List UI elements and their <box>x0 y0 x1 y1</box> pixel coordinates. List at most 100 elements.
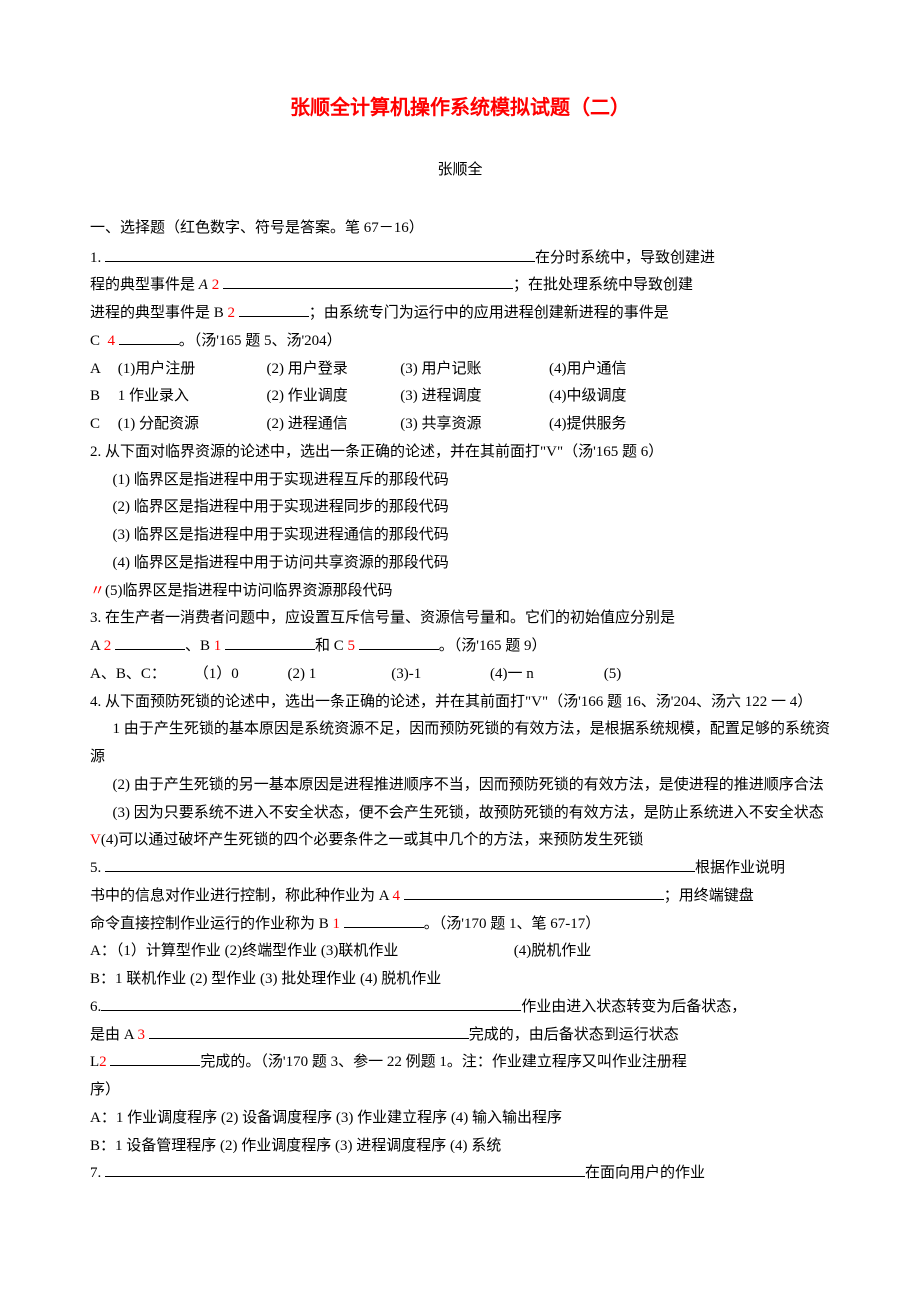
q4-opt4: (4)可以通过破坏产生死锁的四个必要条件之一或其中几个的方法，来预防发生死锁 <box>101 832 644 848</box>
q3-opt-label: A、B、C： <box>90 661 190 689</box>
q6-text3: 完成的，由后备状态到运行状态 <box>469 1027 679 1043</box>
q1-line2: 程的典型事件是 A 2 ；在批处理系统中导致创建 <box>90 272 830 300</box>
document-author: 张顺全 <box>90 157 830 185</box>
document-title: 张顺全计算机操作系统模拟试题（二） <box>90 90 830 127</box>
q2-answer-mark: 〃 <box>90 583 105 599</box>
q1-text7: 。（汤'165 题 5、汤'204） <box>179 333 342 349</box>
q2-opt3: (3) 临界区是指进程中用于实现进程通信的那段代码 <box>90 522 830 550</box>
q1-options-c: C (1) 分配资源 (2) 进程通信 (3) 共享资源 (4)提供服务 <box>90 411 830 439</box>
q2-opt4: (4) 临界区是指进程中用于访问共享资源的那段代码 <box>90 550 830 578</box>
q2-opt5-line: 〃(5)临界区是指进程中访问临界资源那段代码 <box>90 578 830 606</box>
q5-line3: 命令直接控制作业运行的作业称为 B 1 。（汤'170 题 1、笔 67-17） <box>90 911 830 939</box>
q1-text3: ；在批处理系统中导致创建 <box>513 277 693 293</box>
q1-a-opt2: (2) 用户登录 <box>267 356 397 384</box>
q1-b-opt3: (3) 进程调度 <box>400 383 545 411</box>
q3-b: 、B <box>185 638 210 654</box>
q5-opta-4: (4)脱机作业 <box>514 943 592 959</box>
q1-number: 1. <box>90 250 101 266</box>
q3-head: 3. 在生产者一消费者问题中，应设置互斥信号量、资源信号量和。它们的初始值应分别… <box>90 605 830 633</box>
q5-options-a: A：（1）计算型作业 (2)终端型作业 (3)联机作业 (4)脱机作业 <box>90 938 830 966</box>
q1-c-opt2: (2) 进程通信 <box>267 411 397 439</box>
q3-answer-b: 1 <box>214 638 222 654</box>
q6-blank3 <box>110 1050 200 1066</box>
q3-answer-c: 5 <box>348 638 356 654</box>
q3-blank2 <box>225 634 315 650</box>
q1-blank4 <box>119 329 179 345</box>
q1-text2: 程的典型事件是 <box>90 277 195 293</box>
q3-answer-a: 2 <box>104 638 112 654</box>
q6-text5: 完成的。（汤'170 题 3、参一 22 例题 1。注：作业建立程序又叫作业注册… <box>200 1054 686 1070</box>
q6-answer-a: 3 <box>138 1027 146 1043</box>
q6-line1: 6. 作业由进入状态转变为后备状态， <box>90 994 830 1022</box>
q1-text5: ；由系统专门为运行中的应用进程创建新进程的事件是 <box>309 305 669 321</box>
q1-blank2 <box>223 273 513 289</box>
q6-line3: L2 完成的。（汤'170 题 3、参一 22 例题 1。注：作业建立程序又叫作… <box>90 1049 830 1077</box>
q6-options-b: B：1 设备管理程序 (2) 作业调度程序 (3) 进程调度程序 (4) 系统 <box>90 1133 830 1161</box>
q3-opt4: (4)一 n <box>490 661 600 689</box>
q5-answer-a: 4 <box>393 888 401 904</box>
q7-number: 7. <box>90 1165 101 1181</box>
q5-answer-b: 1 <box>333 916 341 932</box>
q6-number: 6. <box>90 999 101 1015</box>
opt-label-b: B <box>90 383 114 411</box>
q4-opt1: 1 由于产生死锁的基本原因是系统资源不足，因而预防死锁的有效方法，是根据系统规模… <box>90 716 830 772</box>
q1-letter-a: A <box>199 277 208 293</box>
q3-options: A、B、C： （1）0 (2) 1 (3)-1 (4)一 n (5) <box>90 661 830 689</box>
q1-options-a: A (1)用户注册 (2) 用户登录 (3) 用户记账 (4)用户通信 <box>90 356 830 384</box>
q1-a-opt3: (3) 用户记账 <box>400 356 545 384</box>
q2-opt1: (1) 临界区是指进程中用于实现进程互斥的那段代码 <box>90 467 830 495</box>
q5-line2: 书中的信息对作业进行控制，称此种作业为 A 4 ；用终端键盘 <box>90 883 830 911</box>
q3-line2: A 2 、B 1 和 C 5 。（汤'165 题 9） <box>90 633 830 661</box>
q1-line3: 进程的典型事件是 B 2 ；由系统专门为运行中的应用进程创建新进程的事件是 <box>90 300 830 328</box>
q1-c-opt4: (4)提供服务 <box>549 411 627 439</box>
q6-blank1 <box>101 995 521 1011</box>
q4-opt2: (2) 由于产生死锁的另一基本原因是进程推进顺序不当，因而预防死锁的有效方法，是… <box>90 772 830 800</box>
q4-head: 4. 从下面预防死锁的论述中，选出一条正确的论述，并在其前面打"V"（汤'166… <box>90 689 830 717</box>
q7-blank1 <box>105 1161 585 1177</box>
q1-answer-a: 2 <box>212 277 220 293</box>
q5-options-b: B：1 联机作业 (2) 型作业 (3) 批处理作业 (4) 脱机作业 <box>90 966 830 994</box>
q3-opt3: (3)-1 <box>391 661 486 689</box>
q3-opt5: (5) <box>604 661 622 689</box>
q1-c-opt3: (3) 共享资源 <box>400 411 545 439</box>
q1-a-opt4: (4)用户通信 <box>549 356 627 384</box>
q1-text1: 在分时系统中，导致创建进 <box>535 250 715 266</box>
q2-head: 2. 从下面对临界资源的论述中，选出一条正确的论述，并在其前面打"V"（汤'16… <box>90 439 830 467</box>
q5-number: 5. <box>90 860 101 876</box>
q1-text4: 进程的典型事件是 B <box>90 305 224 321</box>
q1-answer-b: 2 <box>228 305 236 321</box>
q6-line4: 序） <box>90 1077 830 1105</box>
q6-blank2 <box>149 1023 469 1039</box>
q1-line4: C 4 。（汤'165 题 5、汤'204） <box>90 328 830 356</box>
opt-label-c: C <box>90 411 114 439</box>
q1-a-opt1: (1)用户注册 <box>118 356 263 384</box>
q1-c-opt1: (1) 分配资源 <box>118 411 263 439</box>
q5-opta-123: A：（1）计算型作业 (2)终端型作业 (3)联机作业 <box>90 938 510 966</box>
q3-a: A <box>90 638 100 654</box>
q6-line2: 是由 A 3 完成的，由后备状态到运行状态 <box>90 1022 830 1050</box>
q3-blank1 <box>115 634 185 650</box>
q5-text4: 命令直接控制作业运行的作业称为 B <box>90 916 329 932</box>
q1-b-opt4: (4)中级调度 <box>549 383 627 411</box>
q5-blank1 <box>105 856 695 872</box>
q6-text1: 作业由进入状态转变为后备状态， <box>521 999 746 1015</box>
section-heading: 一、选择题（红色数字、符号是答案。笔 67－16） <box>90 215 830 243</box>
q1-blank3 <box>239 301 309 317</box>
q3-opt2: (2) 1 <box>288 661 388 689</box>
q5-line1: 5. 根据作业说明 <box>90 855 830 883</box>
q1-answer-c: 4 <box>108 333 116 349</box>
q2-opt5: (5)临界区是指进程中访问临界资源那段代码 <box>105 583 393 599</box>
q3-blank3 <box>359 634 439 650</box>
q7-line1: 7. 在面向用户的作业 <box>90 1160 830 1188</box>
q1-blank1 <box>105 246 535 262</box>
q6-text4: L <box>90 1054 99 1070</box>
q4-answer-mark: V <box>90 832 101 848</box>
q5-text2: 书中的信息对作业进行控制，称此种作业为 A <box>90 888 389 904</box>
q3-mid: 和 C <box>315 638 344 654</box>
opt-label-a: A <box>90 356 114 384</box>
q7-text1: 在面向用户的作业 <box>585 1165 705 1181</box>
q5-blank2 <box>404 884 664 900</box>
q3-opt1: （1）0 <box>194 661 284 689</box>
q5-text1: 根据作业说明 <box>695 860 785 876</box>
q1-b-opt1: 1 作业录入 <box>118 383 263 411</box>
